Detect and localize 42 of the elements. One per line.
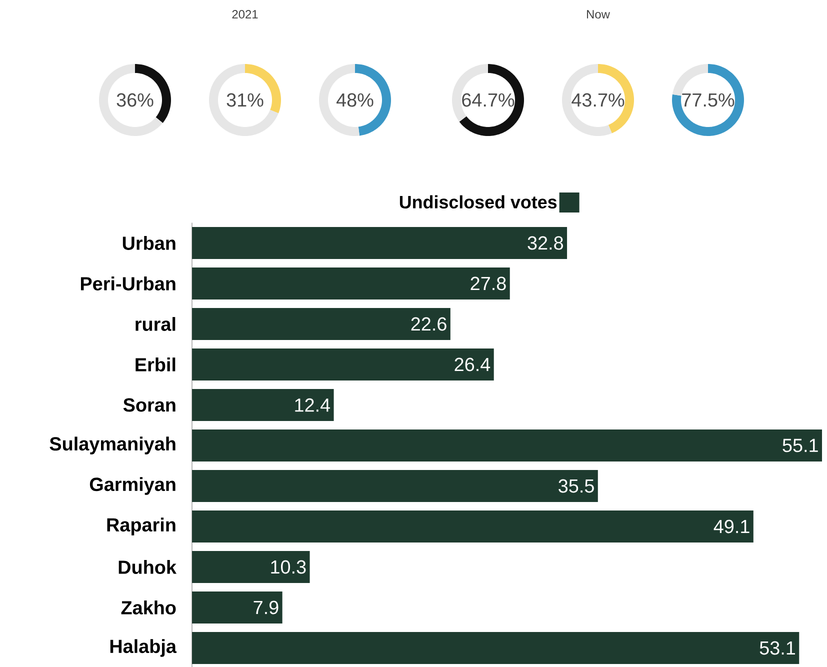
data-label: 27.8 xyxy=(470,276,506,290)
y-tick-label: Soran xyxy=(123,398,176,412)
text: 77.5% xyxy=(682,93,734,107)
bar xyxy=(192,632,800,664)
data-label: 55.1 xyxy=(782,438,818,452)
y-tick-label: Garmiyan xyxy=(90,477,176,495)
bar xyxy=(192,227,568,259)
y-tick-label: Halabja xyxy=(110,639,177,657)
data-label: 7.9 xyxy=(254,600,278,614)
y-tick-label: Raparin xyxy=(107,518,176,536)
data-label: 10.3 xyxy=(271,560,306,574)
text: 64.7% xyxy=(462,93,514,107)
bar xyxy=(192,268,510,300)
y-tick-label: Urban xyxy=(122,236,176,250)
text: 36% xyxy=(116,93,154,107)
bar xyxy=(192,308,450,340)
data-label: 32.8 xyxy=(528,236,564,250)
bar xyxy=(192,430,822,462)
bar xyxy=(192,592,282,624)
bar xyxy=(192,389,334,422)
bar xyxy=(192,470,598,502)
data-label: 22.6 xyxy=(411,317,446,331)
y-tick-label: Duhok xyxy=(118,560,177,574)
legend-label: Undisclosed votes xyxy=(400,195,557,208)
y-tick-label: rural xyxy=(136,317,176,331)
data-label: 49.1 xyxy=(714,520,750,534)
bar xyxy=(192,510,754,543)
chart-title: Now xyxy=(587,10,610,18)
data-label: 35.5 xyxy=(558,479,594,493)
bar xyxy=(192,551,310,584)
text: 48% xyxy=(336,93,374,107)
y-tick-label: Sulaymaniyah xyxy=(50,436,176,454)
bar xyxy=(192,348,494,380)
data-label: 26.4 xyxy=(454,358,490,372)
y-tick-label: Erbil xyxy=(136,358,176,372)
y-tick-label: Zakho xyxy=(121,600,176,614)
text: 43.7% xyxy=(572,93,624,107)
y-tick-label: Peri-Urban xyxy=(80,276,176,290)
text: 31% xyxy=(226,93,264,107)
data-label: 12.4 xyxy=(295,398,330,412)
data-label: 53.1 xyxy=(760,641,796,655)
chart-title: 2021 xyxy=(232,10,258,18)
